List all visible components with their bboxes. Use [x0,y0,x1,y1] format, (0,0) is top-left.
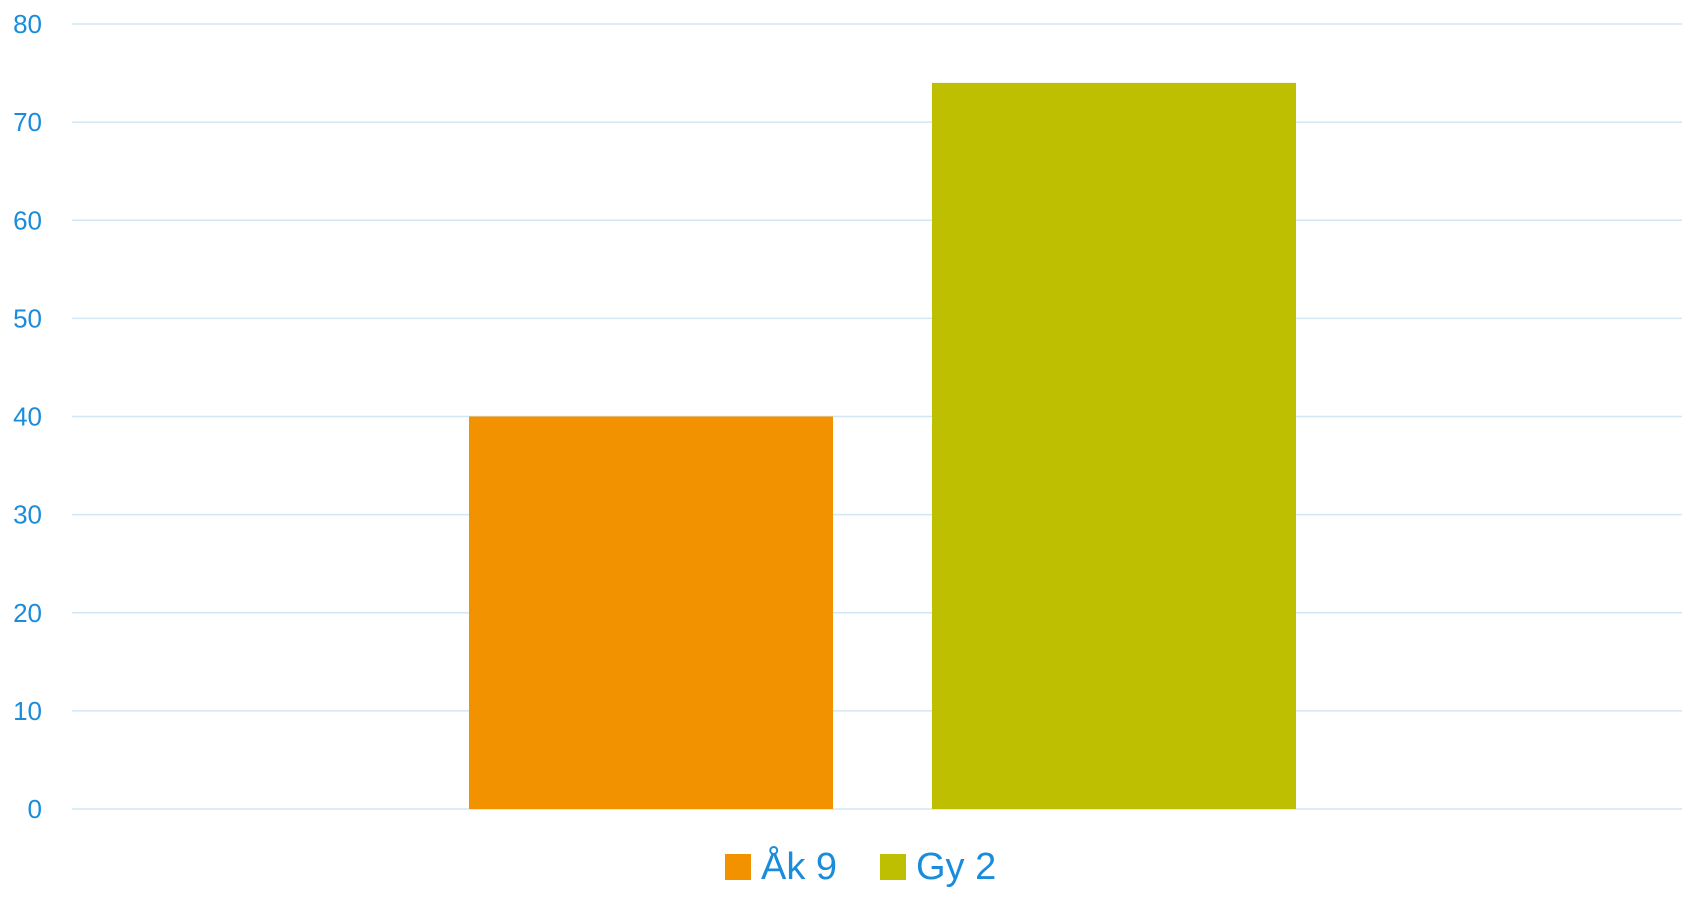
y-tick-label-30: 30 [13,500,42,530]
y-tick-label-10: 10 [13,696,42,726]
y-tick-label-40: 40 [13,402,42,432]
y-tick-label-80: 80 [13,9,42,39]
y-tick-label-60: 60 [13,205,42,235]
gridlines [72,23,1682,810]
legend-swatch-2 [880,854,906,880]
y-tick-label-0: 0 [28,794,42,824]
y-tick-label-50: 50 [13,303,42,333]
bar-gy-2 [932,82,1296,809]
y-tick-label-20: 20 [13,598,42,628]
y-axis-tick-labels: 0 10 20 30 40 50 60 70 80 [13,9,42,824]
y-tick-label-70: 70 [13,107,42,137]
bars [469,82,1296,809]
legend-swatch-1 [725,854,751,880]
legend-label-1: Åk 9 [761,844,837,888]
bar-åk-9 [469,416,833,809]
legend-label-2: Gy 2 [916,846,996,888]
legend: Åk 9 Gy 2 [725,844,996,888]
